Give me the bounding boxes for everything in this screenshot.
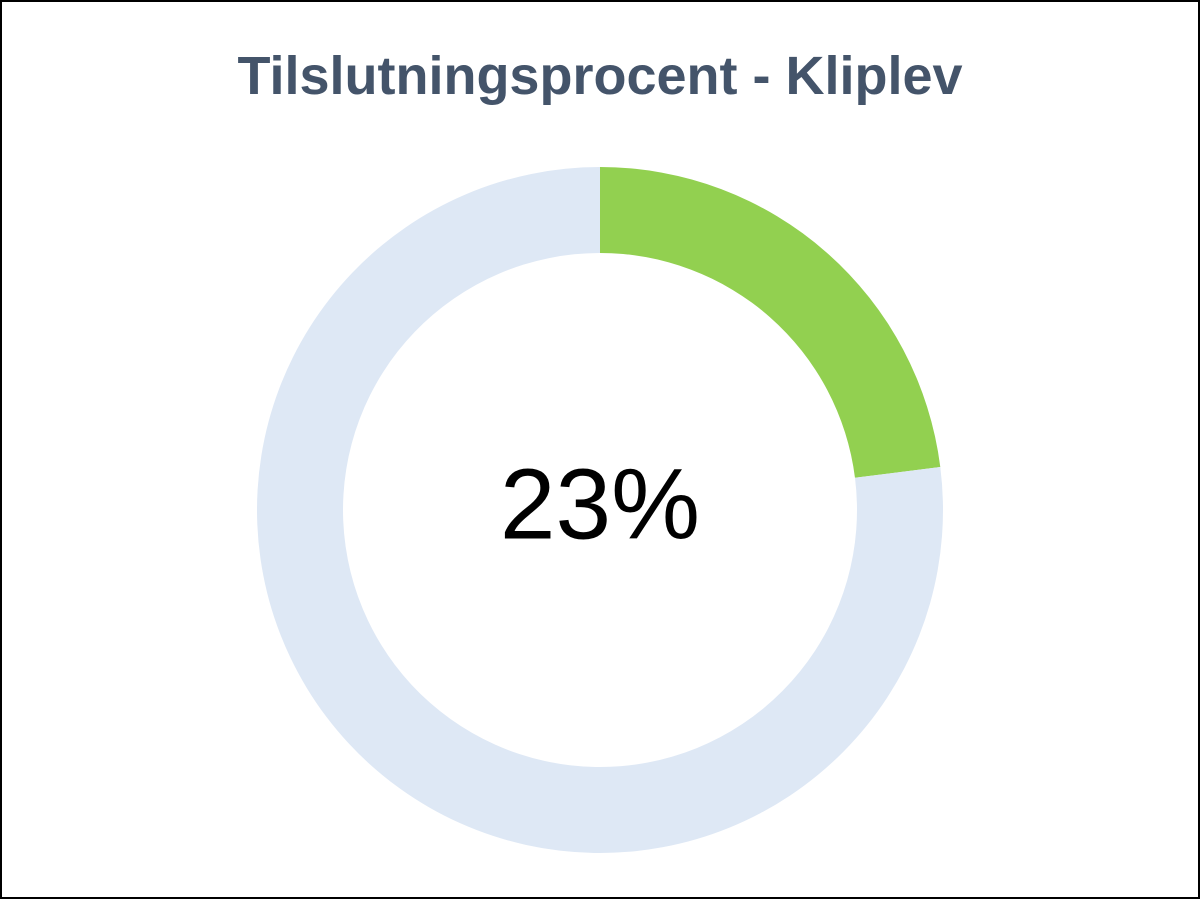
center-label: 23% (500, 448, 700, 560)
chart-title: Tilslutningsprocent - Kliplev (237, 46, 962, 106)
donut-segment (600, 167, 941, 478)
